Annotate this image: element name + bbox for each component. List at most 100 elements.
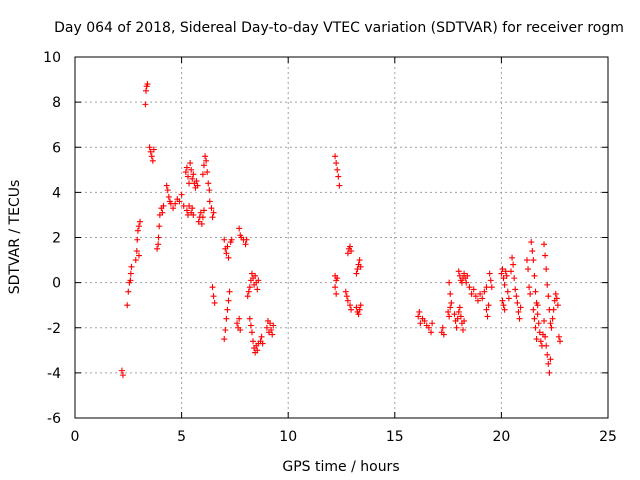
data-point <box>516 315 523 322</box>
data-point <box>517 304 524 311</box>
data-point <box>199 214 206 221</box>
data-point <box>454 315 461 322</box>
data-point <box>474 297 481 304</box>
data-point <box>186 180 193 187</box>
data-point <box>440 331 447 338</box>
data-point <box>456 272 463 279</box>
data-point <box>255 277 262 284</box>
data-point <box>156 223 163 230</box>
data-point <box>119 372 126 379</box>
data-point <box>146 144 153 151</box>
y-tick-label: 2 <box>52 231 61 247</box>
data-point <box>194 182 201 189</box>
data-point <box>501 281 508 288</box>
data-point <box>532 288 539 295</box>
y-tick-label: 6 <box>52 140 61 156</box>
data-point <box>528 239 535 246</box>
data-point <box>206 198 213 205</box>
data-point <box>543 342 550 349</box>
data-point <box>205 180 212 187</box>
data-point <box>348 248 355 255</box>
data-point <box>133 248 140 255</box>
y-tick-label: 0 <box>52 276 61 292</box>
data-point <box>160 202 167 209</box>
data-point <box>183 207 190 214</box>
data-point <box>258 333 265 340</box>
x-tick-label: 25 <box>599 429 617 445</box>
data-point <box>246 315 253 322</box>
data-point <box>344 297 351 304</box>
data-point <box>335 173 342 180</box>
data-point <box>421 317 428 324</box>
data-point <box>221 236 228 243</box>
data-point <box>149 157 156 164</box>
data-point <box>248 270 255 277</box>
data-point <box>530 257 537 264</box>
data-point <box>464 272 471 279</box>
data-point <box>447 304 454 311</box>
data-point <box>502 268 509 275</box>
data-point <box>507 268 514 275</box>
data-point <box>142 87 149 94</box>
data-point <box>526 284 533 291</box>
data-point <box>535 320 542 327</box>
data-point <box>184 211 191 218</box>
data-point <box>531 315 538 322</box>
data-points <box>118 81 564 379</box>
y-tick-label: 10 <box>43 50 61 66</box>
data-point <box>353 270 360 277</box>
data-point <box>546 369 553 376</box>
data-point <box>548 324 555 331</box>
data-point <box>515 308 522 315</box>
data-point <box>206 187 213 194</box>
data-point <box>142 101 149 108</box>
data-point <box>466 284 473 291</box>
data-point <box>189 205 196 212</box>
data-point <box>356 306 363 313</box>
data-point <box>484 313 491 320</box>
data-point <box>154 245 161 252</box>
data-point <box>250 338 257 345</box>
data-point <box>333 160 340 167</box>
data-point <box>505 295 512 302</box>
data-point <box>200 207 207 214</box>
data-point <box>544 281 551 288</box>
data-point <box>125 288 132 295</box>
data-point <box>137 218 144 225</box>
data-point <box>356 257 363 264</box>
data-point <box>210 293 217 300</box>
data-point <box>209 214 216 221</box>
data-point <box>510 261 517 268</box>
data-point <box>512 286 519 293</box>
data-point <box>128 263 135 270</box>
data-point <box>170 205 177 212</box>
data-point <box>537 338 544 345</box>
data-point <box>223 315 230 322</box>
data-point <box>357 263 364 270</box>
data-point <box>445 308 452 315</box>
x-tick-label: 0 <box>71 429 80 445</box>
data-point <box>244 293 251 300</box>
data-point <box>343 293 350 300</box>
data-point <box>447 290 454 297</box>
data-point <box>333 290 340 297</box>
data-point <box>223 250 230 257</box>
data-point <box>332 284 339 291</box>
data-point <box>183 164 190 171</box>
data-point <box>514 299 521 306</box>
data-point <box>523 257 530 264</box>
data-point <box>176 198 183 205</box>
data-point <box>134 227 141 234</box>
data-point <box>211 299 218 306</box>
data-point <box>254 286 261 293</box>
data-point <box>446 313 453 320</box>
data-point <box>127 270 134 277</box>
data-point <box>187 160 194 167</box>
data-point <box>453 324 460 331</box>
data-point <box>189 175 196 182</box>
data-point <box>552 290 559 297</box>
data-point <box>549 315 556 322</box>
x-axis-title: GPS time / hours <box>282 459 399 475</box>
data-point <box>451 311 458 318</box>
